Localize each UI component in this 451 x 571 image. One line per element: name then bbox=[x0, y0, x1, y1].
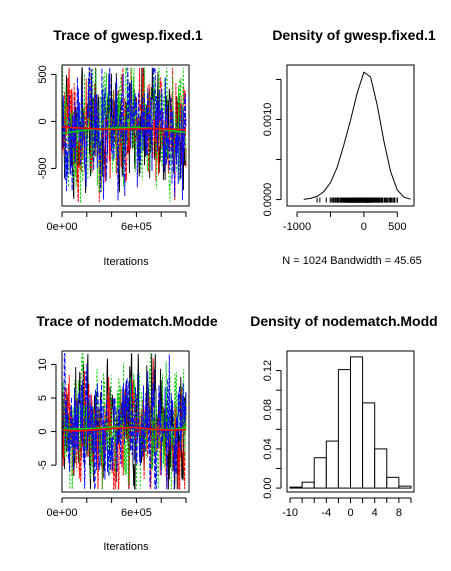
x-tick-label: 0 bbox=[361, 221, 367, 233]
panel-trace-nodematch: Trace of nodematch.Modde 0e+00 6e+05 10 5 0 -… bbox=[36, 313, 217, 553]
trace-nodematch-plot-area bbox=[61, 353, 187, 491]
density-nodematch-frame bbox=[286, 350, 415, 493]
histogram-bar bbox=[362, 402, 376, 489]
density-curve bbox=[303, 71, 411, 200]
density-gwesp-xlabel: N = 1024 Bandwidth = 45.65 bbox=[282, 255, 421, 267]
histogram-bar bbox=[289, 486, 303, 489]
y-tick-label: 5 bbox=[37, 395, 49, 401]
panel-trace-gwesp: Trace of gwesp.fixed.1 0e+00 6e+05 500 0 -50… bbox=[37, 27, 203, 268]
trace-series-line bbox=[61, 353, 187, 490]
y-tick-label: 0.12 bbox=[262, 360, 274, 381]
trace-smooth-line bbox=[61, 126, 187, 131]
y-tick-label: 0 bbox=[37, 429, 49, 435]
panel-density-nodematch: Density of nodematch.Modd -10 -4 0 4 8 0.00 0.… bbox=[250, 313, 437, 519]
trace-nodematch-axes: 0e+00 6e+05 10 5 0 -5 bbox=[37, 358, 187, 519]
x-tick-label: 0e+00 bbox=[47, 507, 78, 519]
y-tick-label: 500 bbox=[37, 65, 49, 83]
x-tick-label: -4 bbox=[321, 507, 331, 519]
density-nodematch-plot-area bbox=[289, 356, 412, 489]
y-tick-label: 0.04 bbox=[262, 438, 274, 459]
trace-gwesp-axes: 0e+00 6e+05 500 0 -500 bbox=[37, 65, 187, 233]
trace-series-line bbox=[61, 67, 187, 201]
x-tick-label: 0 bbox=[347, 507, 353, 519]
density-gwesp-axes: -1000 0 500 0.0000 0.0010 bbox=[262, 78, 406, 233]
x-tick-label: -10 bbox=[282, 507, 298, 519]
trace-gwesp-frame bbox=[61, 64, 190, 207]
trace-nodematch-frame bbox=[61, 350, 190, 493]
y-tick-label: 0.08 bbox=[262, 399, 274, 420]
histogram-bar bbox=[386, 476, 400, 489]
density-gwesp-title: Density of gwesp.fixed.1 bbox=[272, 27, 436, 43]
y-tick-label: 0 bbox=[37, 118, 49, 124]
histogram-bar bbox=[325, 440, 339, 489]
y-tick-label: 0.00 bbox=[262, 477, 274, 498]
y-tick-label: 10 bbox=[37, 358, 49, 370]
trace-nodematch-title: Trace of nodematch.Modde bbox=[36, 313, 217, 329]
trace-gwesp-title: Trace of gwesp.fixed.1 bbox=[53, 27, 203, 43]
y-tick-label: 0.0000 bbox=[262, 183, 274, 217]
density-nodematch-title: Density of nodematch.Modd bbox=[250, 313, 437, 329]
trace-smooth-line bbox=[61, 426, 187, 432]
density-gwesp-frame bbox=[286, 64, 415, 207]
x-tick-label: 4 bbox=[372, 507, 378, 519]
histogram-bar bbox=[313, 457, 327, 489]
trace-nodematch-xlabel: Iterations bbox=[103, 541, 149, 553]
x-tick-label: 500 bbox=[388, 221, 406, 233]
y-tick-label: 0.0010 bbox=[262, 103, 274, 137]
histogram-bar bbox=[301, 481, 315, 489]
histogram-bar bbox=[374, 448, 388, 489]
x-tick-label: 0e+00 bbox=[47, 221, 78, 233]
y-tick-label: -500 bbox=[37, 157, 49, 179]
x-tick-label: 6e+05 bbox=[121, 221, 152, 233]
histogram-bar bbox=[337, 369, 351, 489]
x-tick-label: -1000 bbox=[283, 221, 311, 233]
histogram-bar bbox=[398, 485, 412, 489]
panel-density-gwesp: Density of gwesp.fixed.1 -1000 0 500 0.0000… bbox=[262, 27, 436, 267]
histogram-bar bbox=[350, 356, 364, 489]
y-tick-label: -5 bbox=[37, 460, 49, 470]
trace-gwesp-plot-area bbox=[61, 67, 187, 204]
trace-gwesp-xlabel: Iterations bbox=[103, 256, 149, 268]
x-tick-label: 8 bbox=[396, 507, 402, 519]
x-tick-label: 6e+05 bbox=[121, 507, 152, 519]
trace-series-line bbox=[61, 67, 187, 204]
density-gwesp-plot-area bbox=[303, 71, 411, 203]
density-nodematch-axes: -10 -4 0 4 8 0.00 0.04 0.08 0.12 bbox=[262, 360, 412, 519]
